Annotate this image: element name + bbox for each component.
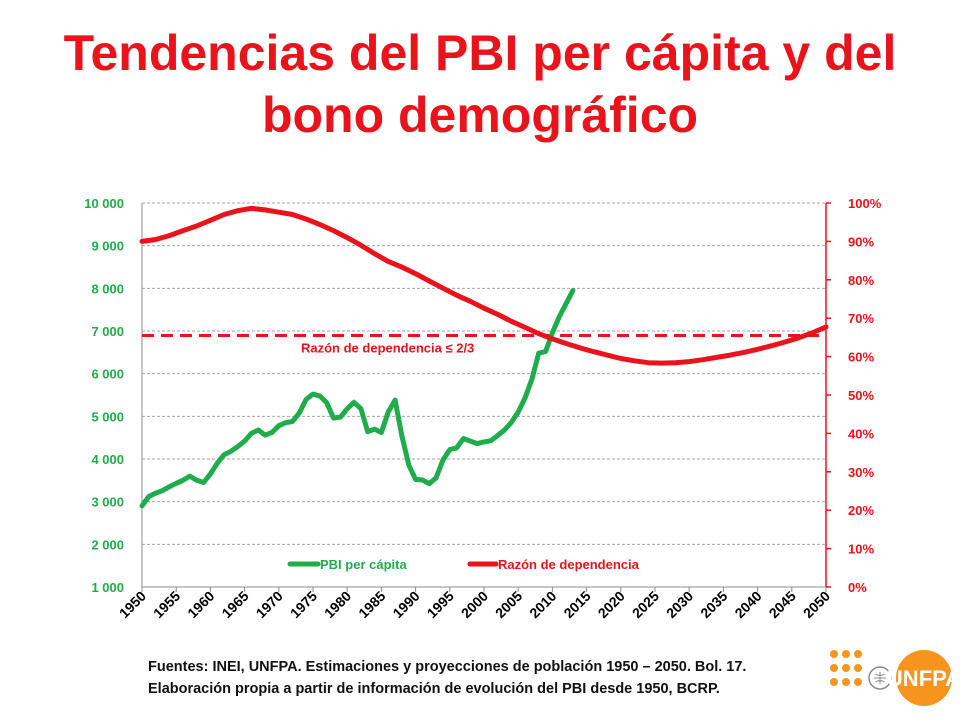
source-note: Fuentes: INEI, UNFPA. Estimaciones y pro… (148, 656, 838, 700)
legend-label-dependency: Razón de dependencia (498, 557, 640, 572)
x-tick-label: 2040 (731, 588, 764, 621)
logo-dot (854, 678, 862, 686)
x-tick-label: 1990 (389, 588, 422, 621)
y-right-tick-label: 20% (848, 503, 874, 518)
y-left-tick-label: 7 000 (91, 324, 124, 339)
y-left-tick-label: 5 000 (91, 409, 124, 424)
y-left-tick-label: 3 000 (91, 495, 124, 510)
source-line-2: Elaboración propia a partir de informaci… (148, 681, 720, 697)
logo-dot (830, 664, 838, 672)
legend: PBI per cápita Razón de dependencia (287, 557, 640, 572)
x-tick-label: 2025 (629, 588, 662, 621)
logo-dot (854, 650, 862, 658)
x-tick-label: 2045 (766, 588, 799, 621)
pbi-per-capita-line (139, 288, 576, 509)
y-right-tick-label: 40% (848, 426, 874, 441)
y-right-tick-label: 10% (848, 542, 874, 557)
threshold-line-group: Razón de dependencia ≤ 2/3 (142, 333, 826, 355)
x-tick-label: 2050 (800, 588, 833, 621)
x-tick-label: 2010 (526, 588, 559, 621)
y-right-tick-label: 30% (848, 465, 874, 480)
x-tick-label: 2020 (595, 588, 628, 621)
y-left-tick-label: 9 000 (91, 239, 124, 254)
logo-dot (830, 650, 838, 658)
source-line-1: Fuentes: INEI, UNFPA. Estimaciones y pro… (148, 659, 747, 675)
un-emblem-icon (868, 666, 892, 690)
series-group (139, 205, 829, 509)
y-right-tick-label: 70% (848, 311, 874, 326)
x-tick-label: 2030 (663, 588, 696, 621)
logo-dot (842, 650, 850, 658)
logo-dot (842, 664, 850, 672)
y-right-tick-label: 100% (848, 196, 882, 211)
dependency-ratio-line (139, 205, 829, 366)
x-tick-label: 2000 (458, 588, 491, 621)
x-tick-label: 1980 (321, 588, 354, 621)
y-right-tick-label: 90% (848, 234, 874, 249)
tick-labels: 1 000 2 000 3 000 4 000 5 000 6 000 7 000 8 000… (84, 196, 881, 621)
x-tick-label: 2035 (697, 588, 730, 621)
x-tick-label: 1995 (424, 588, 457, 621)
slide-title-line-1: Tendencias del PBI per cápita y del (63, 25, 897, 81)
y-left-tick-label: 1 000 (91, 580, 124, 595)
y-left-tick-label: 10 000 (84, 196, 124, 211)
x-tick-label: 2015 (560, 588, 593, 621)
logo-dots (830, 650, 862, 686)
x-tick-label: 1960 (184, 588, 217, 621)
x-tick-label: 2005 (492, 588, 525, 621)
slide-title: Tendencias del PBI per cápita y del bono… (40, 22, 920, 146)
x-tick-label: 1970 (253, 588, 286, 621)
logo-text: UNFPA (887, 666, 956, 691)
unfpa-logo: UNFPA (830, 650, 956, 706)
y-right-tick-label: 60% (848, 350, 874, 365)
x-tick-label: 1965 (218, 588, 251, 621)
logo-dot (854, 664, 862, 672)
y-left-tick-label: 8 000 (91, 281, 124, 296)
slide-title-line-2: bono demográfico (261, 87, 699, 143)
logo-circle (896, 650, 952, 706)
logo-dot (842, 678, 850, 686)
y-left-tick-label: 4 000 (91, 452, 124, 467)
threshold-label: Razón de dependencia ≤ 2/3 (301, 340, 474, 355)
x-tick-label: 1975 (287, 588, 320, 621)
y-left-tick-label: 6 000 (91, 367, 124, 382)
x-tick-label: 1955 (150, 588, 183, 621)
logo-dot (830, 678, 838, 686)
y-left-tick-label: 2 000 (91, 537, 124, 552)
gridlines (142, 202, 826, 588)
y-right-tick-label: 80% (848, 273, 874, 288)
y-right-tick-label: 0% (848, 580, 867, 595)
y-right-tick-label: 50% (848, 388, 874, 403)
x-tick-label: 1985 (355, 588, 388, 621)
legend-label-pbi: PBI per cápita (320, 557, 407, 572)
axes (141, 202, 831, 592)
